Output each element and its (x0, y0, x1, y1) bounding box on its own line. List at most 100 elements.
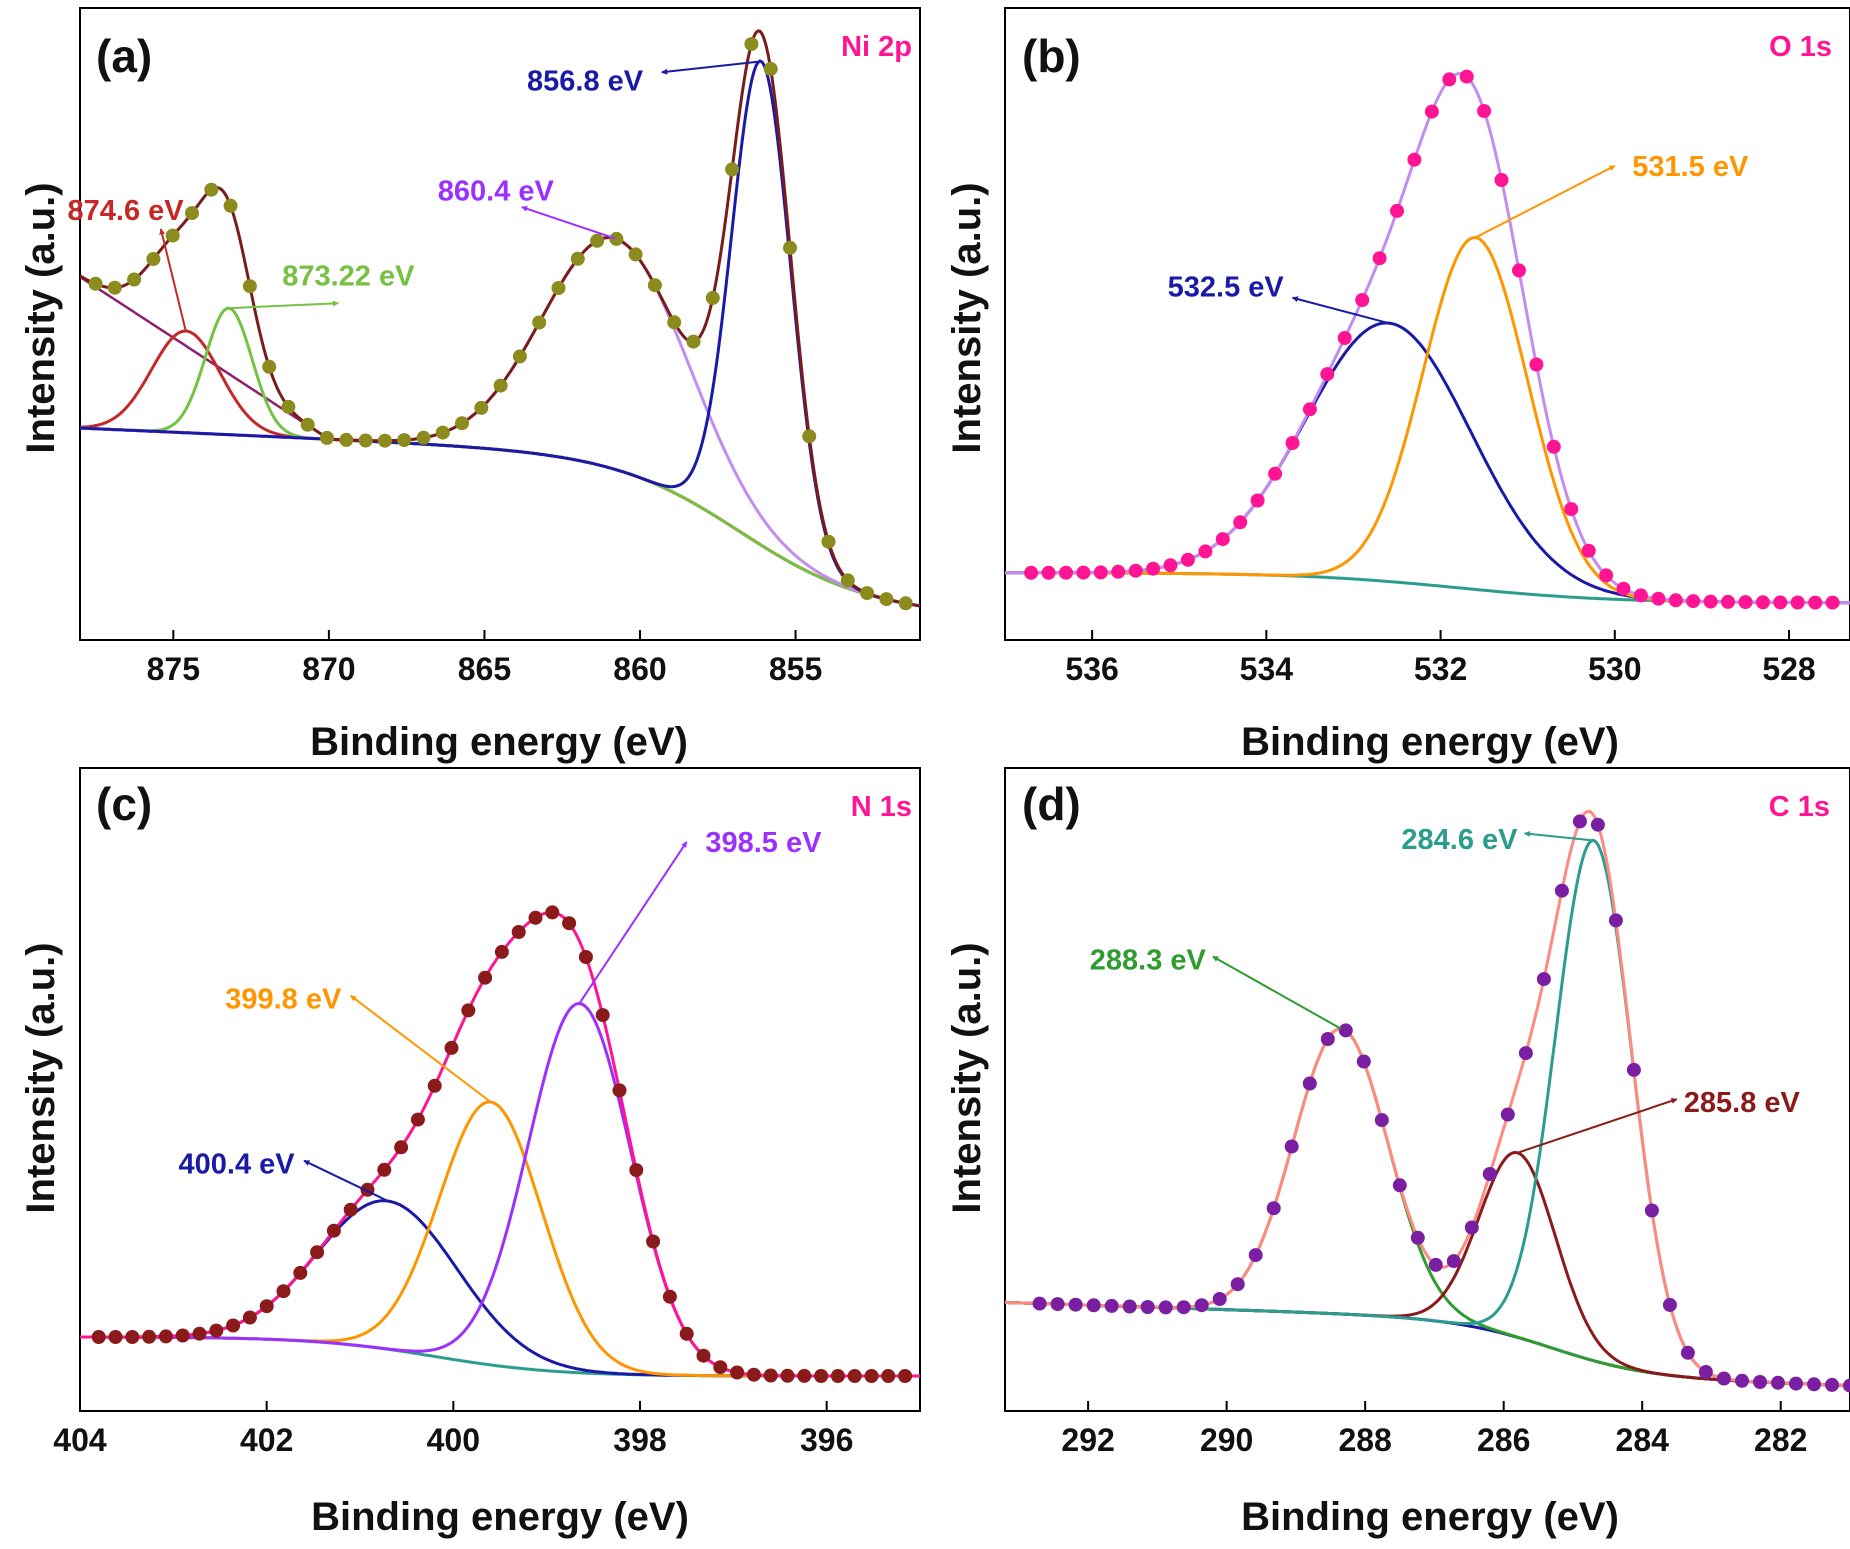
panel-c-peak-label: 398.5 eV (705, 827, 822, 859)
panel-b-data-point (1041, 565, 1056, 580)
panel-d-data-point (1392, 1178, 1407, 1193)
panel-b-x-tick-label: 534 (1240, 651, 1294, 687)
panel-a-baseline (80, 426, 920, 608)
panel-d-data-point (1410, 1230, 1425, 1245)
panel-b-x-tick-label: 528 (1762, 651, 1815, 687)
panel-d-x-tick-label: 290 (1200, 1422, 1253, 1458)
panel-c-data-point (410, 1112, 425, 1127)
panel-a-data-point (300, 417, 315, 432)
panel-c-data-point (881, 1369, 896, 1383)
panel-c-data-point (377, 1162, 392, 1177)
panel-a-data-point (744, 37, 759, 52)
panel-c-data-point (545, 905, 560, 920)
panel-a-y-axis-title: Intensity (a.u.) (19, 182, 63, 453)
panel-d-data-point (1194, 1298, 1209, 1313)
panel-c-data-point (797, 1368, 812, 1383)
panel-b-data-point (1616, 581, 1631, 596)
panel-d-c1s: (d) C 1s Binding energy (eV) Intensity (… (945, 767, 1850, 1539)
panel-c-data-point (158, 1329, 173, 1344)
panel-a-data-point (628, 247, 643, 262)
panel-d-peak-2883 (1005, 1027, 1850, 1388)
panel-a-data-point (358, 433, 373, 448)
panel-a-frame (79, 7, 921, 641)
panel-c-annotation-arrow (578, 841, 688, 1005)
panel-c-data-point (612, 1083, 627, 1098)
panel-b-x-tick-label: 530 (1588, 651, 1641, 687)
panel-b-data-point (1337, 331, 1352, 345)
panel-a-data-point (474, 400, 489, 415)
panel-c-data-point (293, 1265, 308, 1280)
panel-c-data-point (528, 910, 543, 925)
panel-a-data-point (416, 430, 431, 445)
panel-c-data-point (898, 1369, 913, 1383)
panel-b-data-point (1477, 104, 1492, 118)
panel-c-peak-label: 399.8 eV (225, 983, 342, 1015)
panel-b-data-point (1581, 543, 1596, 558)
panel-b-peak-5315 (1005, 236, 1850, 605)
panel-d-x-tick-label: 286 (1477, 1422, 1530, 1458)
panel-b-data-point (1773, 595, 1788, 610)
panel-a-data-point (647, 278, 662, 293)
panel-a-data-point (165, 228, 180, 243)
panel-b-data-point (1512, 263, 1526, 278)
panel-b-data-point (1215, 532, 1230, 547)
panel-c-data-point (578, 950, 593, 964)
panel-d-element-label: C 1s (1769, 791, 1830, 823)
panel-a-data-point (860, 586, 875, 601)
panel-c-data-point (696, 1348, 711, 1363)
panel-b-peak-5325 (1005, 321, 1850, 605)
panel-b-data-point (1721, 594, 1735, 609)
panel-d-x-tick-label: 282 (1754, 1422, 1807, 1458)
panel-c-data-point (461, 1003, 476, 1018)
panel-a-data-point (281, 399, 296, 414)
panel-d-annotation-arrow (1523, 830, 1594, 842)
panel-c-peak-3985 (80, 1002, 920, 1378)
panel-c-x-axis-title: Binding energy (eV) (311, 1495, 689, 1539)
panel-d-data-point (1590, 817, 1605, 832)
panel-b-data-point (1651, 591, 1666, 606)
panel-c-data-point (646, 1234, 661, 1249)
panel-b-element-label: O 1s (1769, 31, 1832, 63)
panel-b-data-point (1668, 593, 1683, 608)
panel-d-data-point (1140, 1300, 1155, 1314)
panel-a-data-point (262, 359, 277, 374)
panel-a-data-point (493, 378, 508, 393)
panel-d-data-point (1374, 1113, 1389, 1128)
panel-a-data-point (551, 281, 566, 295)
panel-c-data-point (730, 1365, 745, 1380)
panel-a-annotation-arrow (159, 228, 187, 332)
panel-a-annotation-arrow (661, 60, 762, 75)
panel-d-data-point (1608, 913, 1623, 928)
panel-a-data-point (127, 272, 142, 287)
panel-b-frame (1004, 7, 1850, 641)
panel-d-data-point (1807, 1377, 1821, 1392)
panel-c-data-point (847, 1369, 862, 1383)
panel-a-data-point (512, 349, 527, 364)
panel-c-x-tick-label: 396 (800, 1422, 853, 1458)
panel-c-annotation-arrow (350, 994, 492, 1103)
panel-d-data-point (1789, 1376, 1803, 1391)
panel-c-envelope (80, 910, 920, 1378)
panel-c-data-point (91, 1330, 106, 1344)
panel-a-data-point (783, 240, 797, 255)
panel-b-data-point (1285, 436, 1300, 450)
panel-d-data-point (1680, 1345, 1695, 1360)
panel-d-data-point (1825, 1377, 1839, 1392)
panel-d-data-point (1662, 1297, 1677, 1312)
panel-a-data-point (821, 534, 836, 549)
panel-c-data-point (259, 1299, 274, 1314)
panel-b-data-point (1093, 565, 1108, 580)
panel-a-data-point (532, 315, 547, 330)
panel-d-data-point (1176, 1300, 1191, 1315)
panel-c-data-point (494, 944, 509, 959)
panel-c-x-tick-label: 400 (427, 1422, 480, 1458)
panel-d-data-point (1554, 883, 1569, 898)
panel-d-data-point (1698, 1365, 1713, 1379)
panel-c-peak-label: 400.4 eV (179, 1148, 296, 1180)
panel-c-n1s: (c) N 1s Binding energy (eV) Intensity (… (19, 767, 921, 1539)
panel-a-data-point (898, 596, 913, 611)
panel-a-data-point (185, 206, 199, 221)
panel-a-data-point (590, 233, 605, 248)
panel-d-data-point (1464, 1220, 1479, 1235)
panel-c-data-point (511, 925, 526, 939)
